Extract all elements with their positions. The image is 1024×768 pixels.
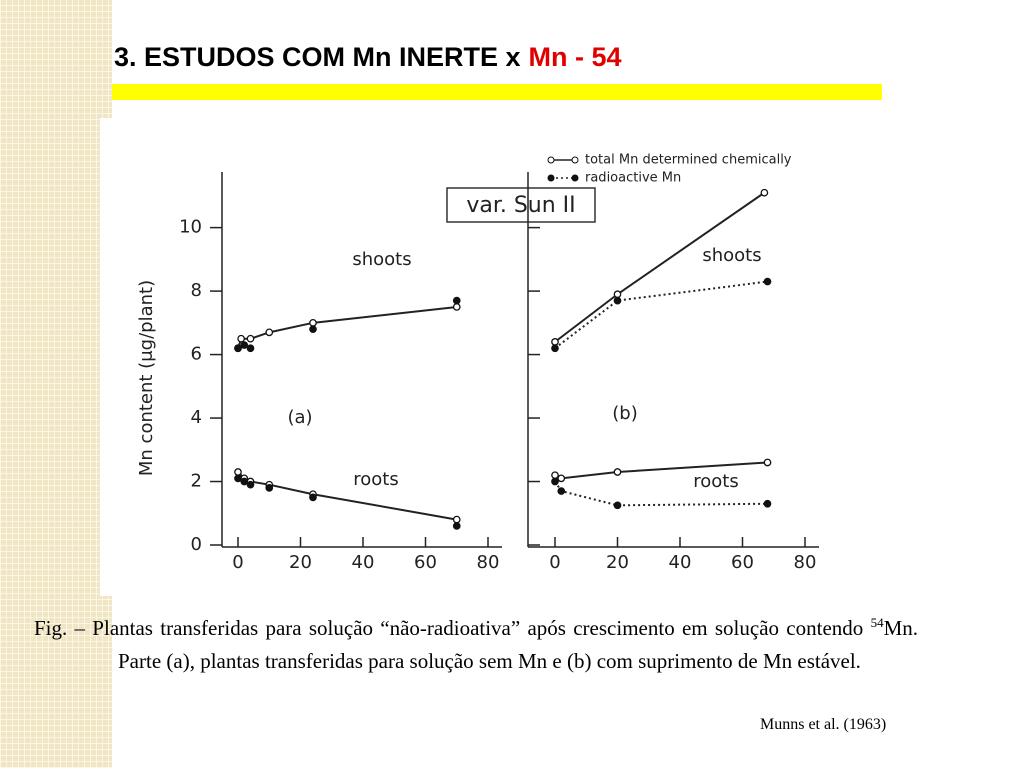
- data-point: [613, 290, 622, 299]
- title-main: 3. ESTUDOS COM Mn INERTE x: [114, 42, 521, 72]
- legend-marker: [547, 156, 555, 164]
- caption: Fig. – Plantas transferidas para solução…: [34, 612, 918, 678]
- panel-label: (a): [287, 407, 312, 428]
- y-tick-label: 6: [191, 344, 202, 365]
- data-point: [237, 334, 245, 343]
- data-point: [551, 338, 559, 346]
- decor-stripe: [0, 0, 112, 768]
- y-axis-label: Mn content (μg/plant): [136, 280, 157, 476]
- annotation: roots: [353, 469, 398, 490]
- x-tick-label: 40: [352, 552, 375, 573]
- title-highlight: Mn - 54: [528, 42, 622, 72]
- x-tick-label: 80: [794, 552, 817, 573]
- x-tick-label: 0: [232, 552, 243, 573]
- x-tick-label: 20: [606, 552, 629, 573]
- y-tick-label: 8: [191, 280, 202, 301]
- data-point: [309, 318, 317, 327]
- annotation: roots: [693, 471, 738, 492]
- legend-label: total Mn determined chemically: [585, 153, 792, 168]
- y-tick-label: 2: [191, 471, 202, 492]
- series-line: [554, 280, 768, 350]
- data-point: [557, 474, 566, 483]
- legend-marker: [571, 156, 579, 164]
- series-line: [554, 191, 765, 343]
- legend-marker: [547, 174, 555, 182]
- data-point: [309, 493, 317, 502]
- data-point: [613, 468, 622, 476]
- box: [446, 187, 596, 223]
- series-line: [554, 480, 768, 507]
- data-point: [265, 328, 274, 337]
- data-point: [613, 501, 622, 510]
- data-point: [246, 344, 255, 353]
- annotation: shoots: [352, 249, 411, 270]
- caption-text: Fig. – Plantas transferidas para solução…: [34, 616, 871, 640]
- y-tick-label: 0: [191, 534, 202, 555]
- x-tick-label: 0: [549, 552, 560, 573]
- data-point: [452, 296, 461, 305]
- data-point: [763, 458, 772, 467]
- y-tick-label: 10: [179, 217, 202, 238]
- box-label: var. Sun II: [466, 193, 575, 218]
- data-point: [240, 477, 249, 486]
- citation: Munns et al. (1963): [760, 716, 887, 733]
- caption-text: Mn. Parte (a), plantas transferidas para…: [118, 616, 918, 673]
- legend-label: radioactive Mn: [585, 171, 681, 186]
- data-point: [557, 487, 566, 495]
- data-point: [246, 480, 255, 489]
- x-tick-label: 80: [477, 552, 500, 573]
- x-tick-label: 40: [669, 552, 692, 573]
- panel-label: (b): [612, 403, 637, 424]
- data-point: [551, 471, 559, 480]
- data-point: [763, 277, 772, 286]
- title-underline: [112, 84, 882, 100]
- data-point: [452, 515, 461, 524]
- data-point: [551, 344, 559, 353]
- data-point: [763, 499, 772, 508]
- x-tick-label: 60: [414, 552, 437, 573]
- x-tick-label: 20: [289, 552, 312, 573]
- annotation: shoots: [702, 245, 761, 266]
- data-point: [551, 477, 559, 486]
- y-tick-label: 4: [191, 407, 202, 428]
- data-point: [234, 344, 242, 353]
- data-point: [265, 484, 274, 492]
- caption-sup: 54: [870, 615, 884, 630]
- legend-marker: [571, 174, 579, 182]
- data-point: [760, 188, 769, 197]
- data-point: [246, 334, 255, 343]
- data-point: [452, 303, 461, 311]
- data-point: [613, 296, 622, 305]
- data-point: [452, 522, 461, 530]
- data-point: [240, 341, 249, 349]
- data-point: [234, 468, 242, 476]
- data-point: [309, 325, 317, 334]
- data-point: [234, 474, 242, 483]
- figure-bg: [100, 118, 520, 596]
- slide-title: 3. ESTUDOS COM Mn INERTE x Mn - 54: [114, 42, 622, 73]
- x-tick-label: 60: [731, 552, 754, 573]
